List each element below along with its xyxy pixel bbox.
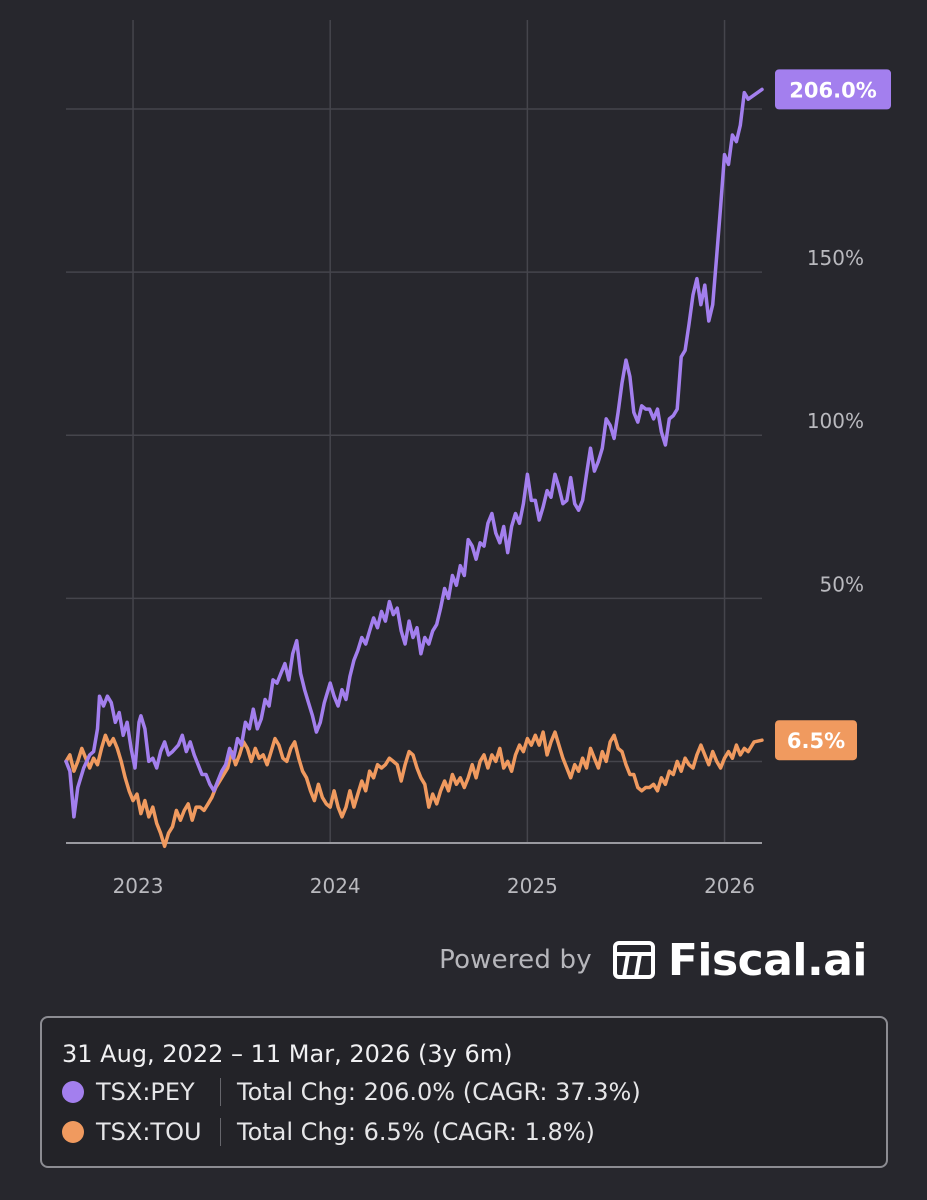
legend-ticker: TSX:TOU	[96, 1118, 202, 1146]
series-color-dot	[62, 1081, 84, 1103]
fiscal-logo-icon	[612, 941, 655, 979]
series-line-tsx-pey	[64, 87, 764, 819]
legend-separator	[220, 1118, 221, 1146]
legend-separator	[220, 1078, 221, 1106]
end-badge-label: 6.5%	[787, 729, 845, 753]
y-tick-label: 50%	[820, 572, 864, 596]
x-tick-label: 2024	[310, 874, 361, 898]
x-tick-label: 2023	[113, 874, 164, 898]
legend-stats: Total Chg: 206.0% (CAGR: 37.3%)	[237, 1078, 641, 1106]
end-badge-label: 206.0%	[789, 78, 876, 102]
legend-ticker: TSX:PEY	[96, 1078, 195, 1106]
date-range: 31 Aug, 2022 – 11 Mar, 2026 (3y 6m)	[62, 1040, 513, 1068]
series-lines	[64, 87, 764, 849]
end-badges: 206.0% 6.5%	[775, 69, 891, 761]
series-color-dot	[62, 1121, 84, 1143]
x-tick-label: 2025	[507, 874, 558, 898]
y-tick-label: 150%	[807, 246, 864, 270]
legend-box: 31 Aug, 2022 – 11 Mar, 2026 (3y 6m) TSX:…	[40, 1016, 888, 1168]
grid-lines	[66, 20, 762, 844]
end-badge-tsx-tou: 6.5%	[775, 720, 857, 761]
end-badge-bg	[775, 69, 891, 110]
end-badge-bg	[775, 720, 857, 761]
performance-chart: 150% 100% 50% 2023 2024 2025 2026 206.0% 6.5%	[64, 20, 891, 898]
powered-by-branding: Powered by Fiscal.ai	[439, 930, 867, 990]
end-badge-tsx-pey: 206.0%	[775, 69, 891, 110]
brand-name: Fiscal.ai	[667, 934, 868, 986]
legend-item-tou[interactable]: TSX:TOU Total Chg: 6.5% (CAGR: 1.8%)	[62, 1112, 866, 1152]
axis-ticks: 150% 100% 50% 2023 2024 2025 2026	[113, 246, 864, 898]
series-line-tsx-tou	[64, 730, 764, 849]
legend-item-pey[interactable]: TSX:PEY Total Chg: 206.0% (CAGR: 37.3%)	[62, 1072, 866, 1112]
y-tick-label: 100%	[807, 409, 864, 433]
x-tick-label: 2026	[704, 874, 755, 898]
powered-by-text: Powered by	[439, 945, 592, 975]
legend-stats: Total Chg: 6.5% (CAGR: 1.8%)	[237, 1118, 595, 1146]
